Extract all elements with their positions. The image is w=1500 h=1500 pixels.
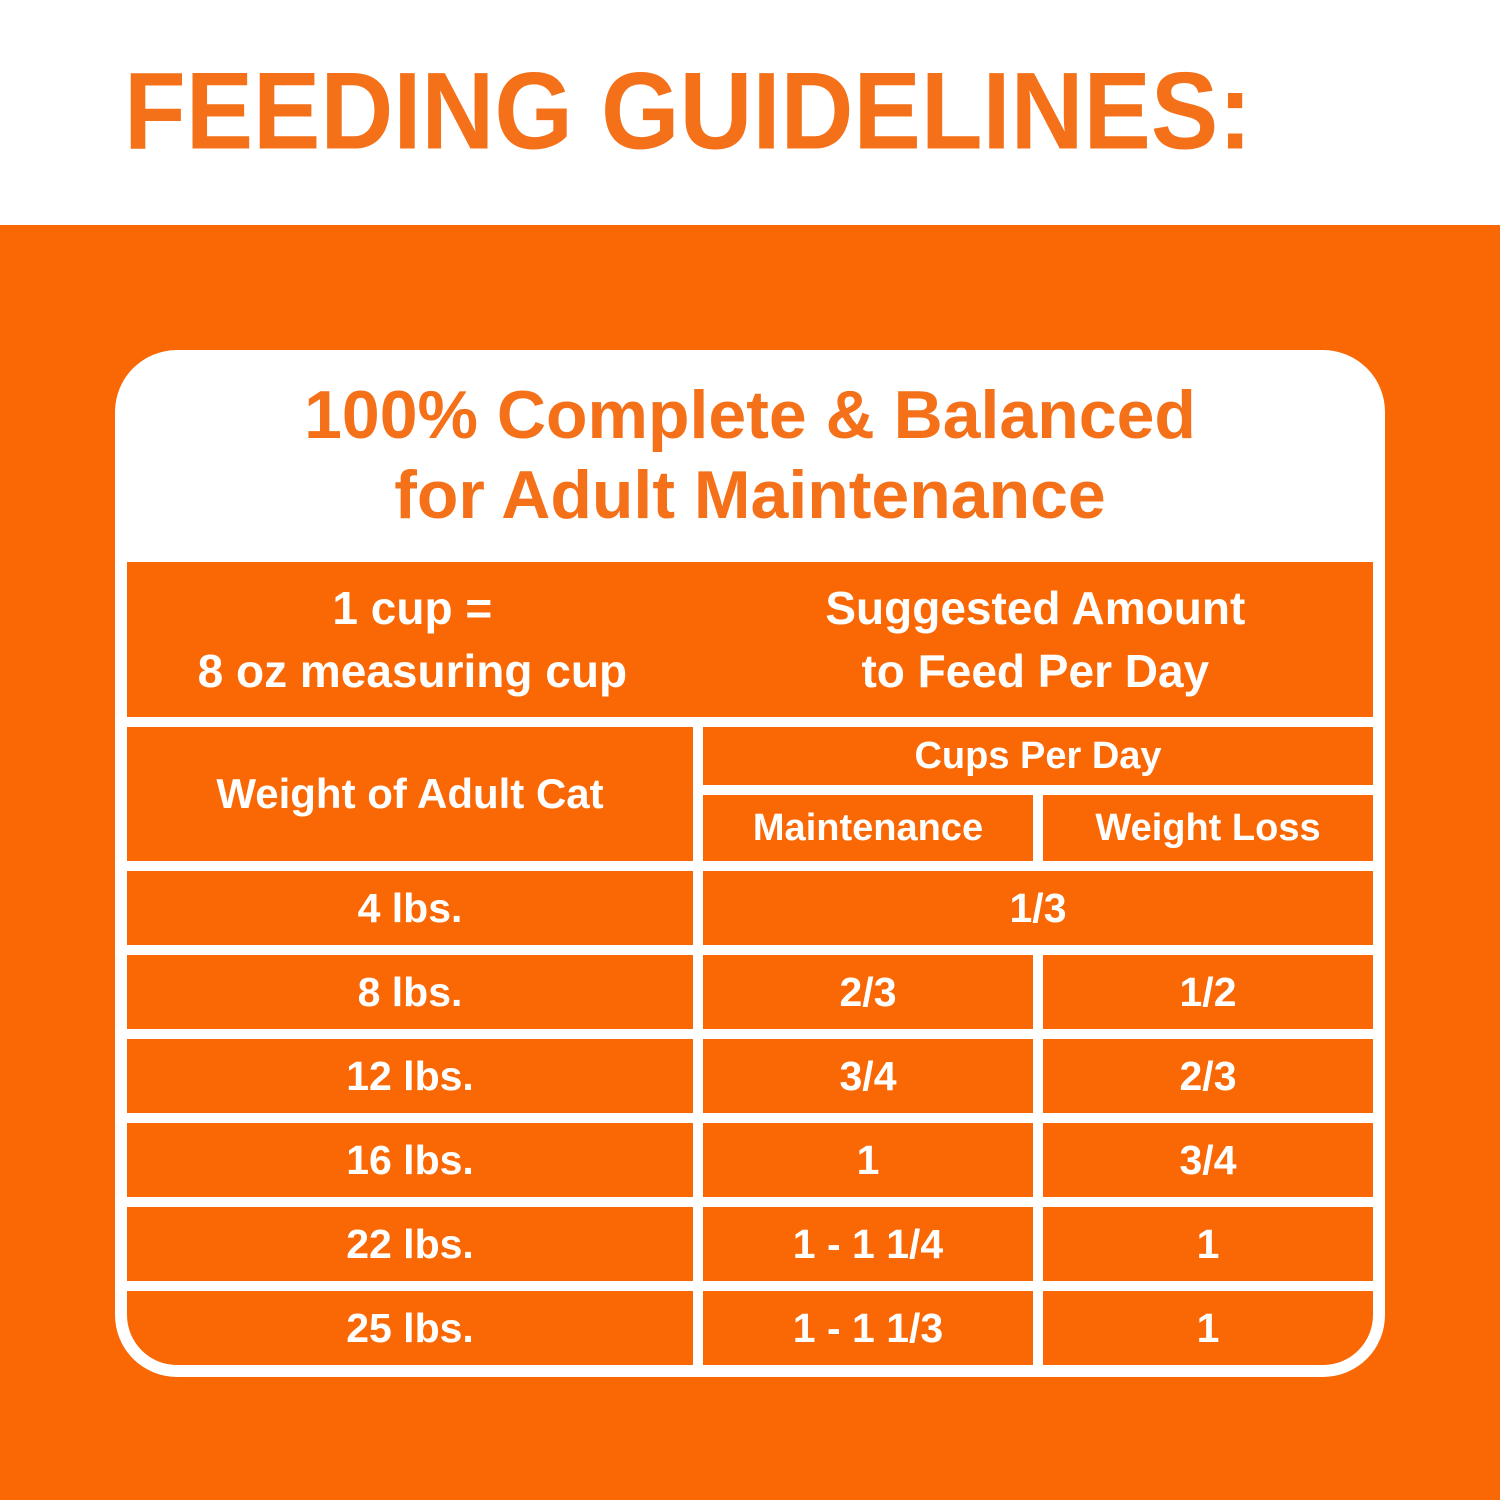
suggested-amount-header: Suggested Amount to Feed Per Day: [698, 577, 1373, 701]
cup-definition-line2: 8 oz measuring cup: [197, 644, 628, 697]
weight-column-header: Weight of Adult Cat: [127, 727, 693, 861]
table-header-band: 1 cup = 8 oz measuring cup Suggested Amo…: [127, 562, 1373, 717]
weight-cell: 8 lbs.: [127, 955, 693, 1029]
weight-cell: 4 lbs.: [127, 871, 693, 945]
weight-loss-cell: 3/4: [1043, 1123, 1373, 1197]
feeding-card: 100% Complete & Balanced for Adult Maint…: [115, 350, 1385, 1377]
page-title: FEEDING GUIDELINES:: [124, 51, 1252, 173]
card-heading-line1: 100% Complete & Balanced: [304, 377, 1196, 454]
card-heading-line2: for Adult Maintenance: [394, 457, 1106, 533]
feeding-table: 1 cup = 8 oz measuring cup Suggested Amo…: [127, 562, 1373, 1365]
cups-per-day-header: Cups Per Day: [703, 727, 1373, 785]
orange-panel: 100% Complete & Balanced for Adult Maint…: [0, 225, 1500, 1500]
weight-loss-cell: 1/2: [1043, 955, 1373, 1029]
amount-cell-merged: 1/3: [703, 871, 1373, 945]
card-heading: 100% Complete & Balanced for Adult Maint…: [127, 350, 1373, 562]
weight-loss-cell: 1: [1043, 1291, 1373, 1365]
weight-loss-column-header: Weight Loss: [1043, 795, 1373, 861]
maintenance-cell: 1 - 1 1/3: [703, 1291, 1033, 1365]
cup-definition-line1: 1 cup =: [332, 582, 493, 635]
weight-loss-cell: 2/3: [1043, 1039, 1373, 1113]
header-band: FEEDING GUIDELINES:: [0, 0, 1500, 225]
weight-cell: 12 lbs.: [127, 1039, 693, 1113]
weight-cell: 22 lbs.: [127, 1207, 693, 1281]
suggested-amount-line2: to Feed Per Day: [861, 644, 1210, 697]
cup-definition: 1 cup = 8 oz measuring cup: [127, 577, 698, 701]
maintenance-column-header: Maintenance: [703, 795, 1033, 861]
maintenance-cell: 2/3: [703, 955, 1033, 1029]
weight-cell: 16 lbs.: [127, 1123, 693, 1197]
maintenance-cell: 3/4: [703, 1039, 1033, 1113]
suggested-amount-line1: Suggested Amount: [825, 582, 1246, 635]
maintenance-cell: 1: [703, 1123, 1033, 1197]
maintenance-cell: 1 - 1 1/4: [703, 1207, 1033, 1281]
weight-cell: 25 lbs.: [127, 1291, 693, 1365]
weight-loss-cell: 1: [1043, 1207, 1373, 1281]
